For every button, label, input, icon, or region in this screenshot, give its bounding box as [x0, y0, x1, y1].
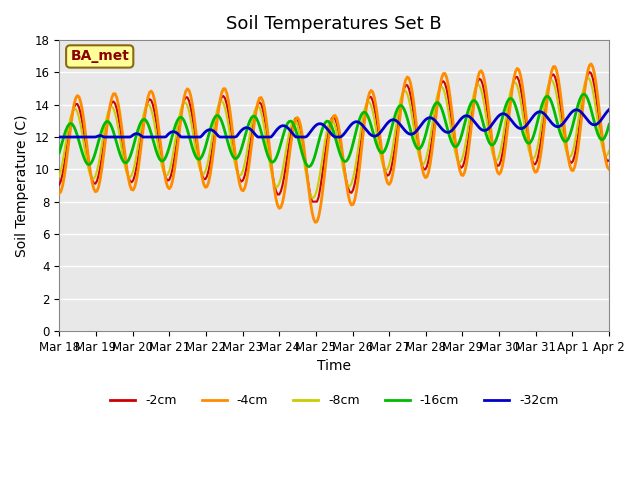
Legend: -2cm, -4cm, -8cm, -16cm, -32cm: -2cm, -4cm, -8cm, -16cm, -32cm — [105, 389, 563, 412]
X-axis label: Time: Time — [317, 359, 351, 373]
Title: Soil Temperatures Set B: Soil Temperatures Set B — [227, 15, 442, 33]
Y-axis label: Soil Temperature (C): Soil Temperature (C) — [15, 114, 29, 257]
Text: BA_met: BA_met — [70, 49, 129, 63]
